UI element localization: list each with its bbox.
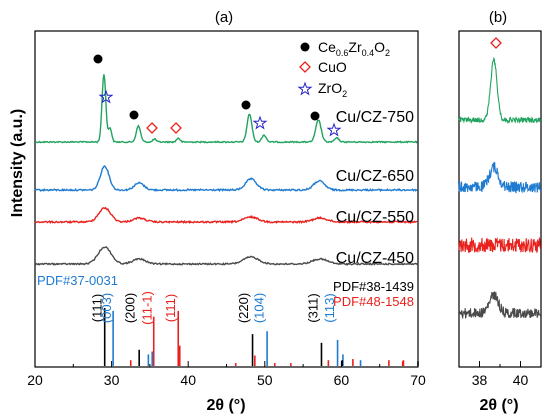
panel-a-label: (a): [215, 9, 233, 26]
zro2-marker: [326, 122, 342, 137]
ceria-marker: [93, 54, 103, 64]
panel-b-label: (b): [489, 9, 507, 26]
sample-label-750: Cu/CZ-750: [336, 109, 414, 126]
phase-markers: [93, 54, 342, 137]
sample-label-550: Cu/CZ-550: [336, 209, 414, 226]
series-line-b: [458, 161, 542, 194]
series-line-a: [34, 246, 418, 266]
pdf-label-37-0031: PDF#37-0031: [37, 273, 118, 288]
legend-label-zro2: ZrO2: [318, 80, 347, 99]
legend-label-ceria: Ce0.6Zr0.4O2: [318, 39, 390, 58]
cuo-marker-b: [490, 37, 502, 49]
legend-marker-zro2: [297, 81, 313, 96]
legend-marker-cuo: [299, 61, 311, 73]
hkl-labels: (111)(003) (200) (11-1) (111) (220) (104) (311…: [90, 291, 337, 325]
panel-b-series: [458, 56, 542, 320]
series-line-b: [458, 236, 541, 254]
x-tick-label: 50: [257, 372, 273, 388]
x-tick-label: 30: [104, 372, 120, 388]
panel-a-x-ticks: 20 30 40 50 60 70: [27, 361, 426, 388]
hkl-label: (113): [322, 293, 337, 322]
ceria-marker: [129, 110, 139, 120]
x-tick-label: 60: [334, 372, 350, 388]
hkl-label: (200): [123, 293, 138, 323]
y-axis-label: Intensity (a.u.): [9, 109, 26, 217]
sample-label-450: Cu/CZ-450: [336, 250, 414, 267]
cuo-marker: [170, 122, 182, 134]
sample-label-650: Cu/CZ-650: [336, 168, 414, 185]
x-tick-label: 40: [180, 372, 196, 388]
panel-a-reference-lines: [103, 308, 419, 366]
x-axis-label-b: 2θ (°): [479, 397, 518, 414]
hkl-label: (311): [306, 293, 321, 322]
pdf-label-38-1439: PDF#38-1439: [333, 279, 414, 294]
x-tick-label: 70: [410, 372, 426, 388]
ceria-marker: [241, 100, 251, 110]
hkl-label: (220): [236, 293, 251, 323]
zro2-marker: [98, 89, 114, 104]
hkl-label: (111): [90, 294, 105, 322]
series-line-b: [458, 291, 542, 320]
series-line-b: [458, 56, 542, 125]
hkl-label: (111): [163, 294, 178, 322]
hkl-label: (11-1): [139, 291, 154, 325]
zro2-marker: [252, 115, 268, 130]
x-tick-label: 38: [472, 372, 488, 388]
x-tick-label: 40: [513, 372, 529, 388]
hkl-label: (104): [251, 293, 266, 323]
series-line-a: [34, 165, 418, 193]
panel-b-x-ticks: 38 40: [472, 361, 529, 388]
panel-a-series: [34, 74, 418, 266]
x-tick-label: 20: [27, 372, 43, 388]
x-axis-label-a: 2θ (°): [206, 397, 245, 414]
hkl-label: (003): [99, 293, 114, 323]
series-line-a: [34, 74, 418, 144]
pdf-label-48-1548: PDF#48-1548: [333, 294, 414, 309]
cuo-marker: [146, 122, 158, 134]
series-line-a: [34, 206, 418, 225]
legend: Ce0.6Zr0.4O2 CuO ZrO2: [297, 39, 390, 99]
legend-label-cuo: CuO: [318, 59, 347, 75]
legend-marker-ceria: [300, 42, 310, 52]
ceria-marker: [310, 111, 320, 121]
